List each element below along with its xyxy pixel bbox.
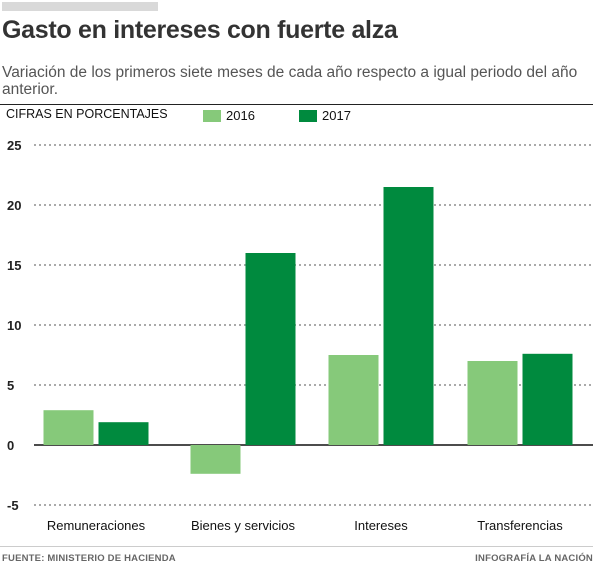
y-tick-label: 25 — [7, 138, 21, 153]
y-tick-label: 20 — [7, 198, 21, 213]
legend-swatch-2016 — [203, 109, 221, 122]
y-tick-label: 5 — [7, 378, 14, 393]
x-category-label: Bienes y servicios — [191, 518, 296, 533]
chart-title: Gasto en intereses con fuerte alza — [2, 16, 398, 44]
bar-2016-1 — [190, 445, 241, 474]
legend-swatch-2017 — [299, 109, 317, 122]
bar-2016-3 — [467, 361, 518, 445]
footer-divider — [0, 546, 593, 547]
bar-2017-2 — [383, 187, 434, 445]
source-note: FUENTE: MINISTERIO DE HACIENDA — [2, 553, 176, 564]
y-tick-label: -5 — [7, 498, 19, 513]
legend-label-2017: 2017 — [322, 108, 351, 123]
y-tick-label: 15 — [7, 258, 21, 273]
bar-2016-0 — [43, 410, 94, 445]
top-decorative-bar — [2, 2, 158, 11]
x-category-label: Remuneraciones — [47, 518, 146, 533]
legend-label-2016: 2016 — [226, 108, 255, 123]
unit-label: CIFRAS EN PORCENTAJES — [6, 107, 168, 121]
y-tick-label: 0 — [7, 438, 14, 453]
legend-item-2017: 2017 — [299, 108, 351, 123]
credit-note: INFOGRAFÍA LA NACIÓN — [475, 553, 593, 564]
bar-2016-2 — [328, 355, 379, 445]
x-category-label: Intereses — [354, 518, 408, 533]
bar-chart: 25 20 15 10 5 0 -5 Remuneraciones Bienes y servi… — [7, 138, 593, 533]
bar-2017-1 — [245, 253, 296, 445]
x-category-label: Transferencias — [477, 518, 563, 533]
y-tick-label: 10 — [7, 318, 21, 333]
chart-subtitle: Variación de los primeros siete meses de… — [2, 64, 578, 98]
bar-2017-0 — [98, 422, 149, 445]
legend-item-2016: 2016 — [203, 108, 255, 123]
header-divider — [0, 104, 593, 105]
bar-2017-3 — [522, 353, 573, 445]
